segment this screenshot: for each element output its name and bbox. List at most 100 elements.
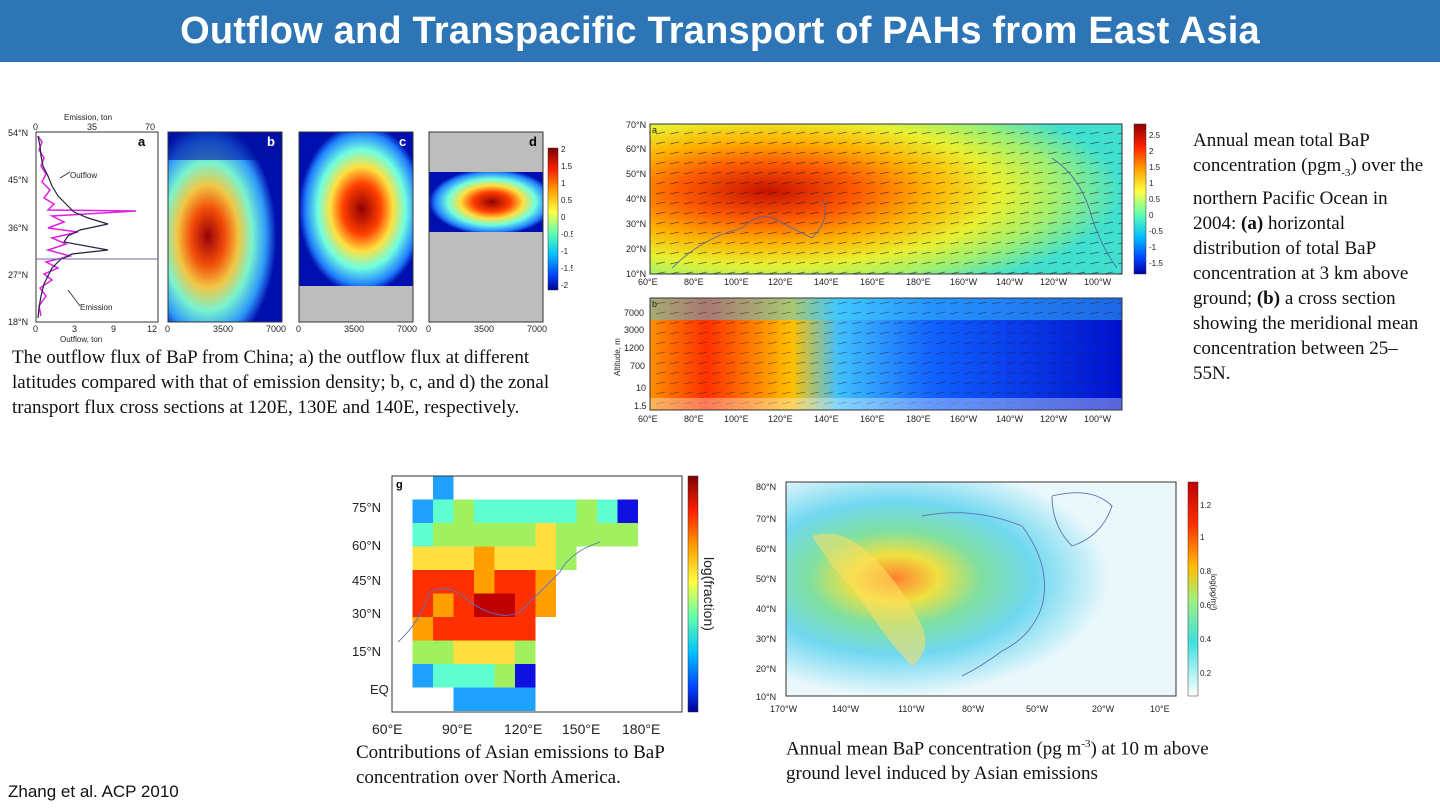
left-colorbar <box>547 147 559 291</box>
grid-cell <box>433 523 454 547</box>
clon-0: 60°E <box>638 414 658 424</box>
ncb-t0: 1.2 <box>1200 501 1212 510</box>
rlon-7: 160°W <box>950 277 978 287</box>
rlon-1: 80°E <box>684 277 704 287</box>
alt-7000: 7000 <box>624 308 644 318</box>
cross-wind-vectors <box>650 298 1122 410</box>
caption-right-a: (a) <box>1241 212 1264 234</box>
glon-150: 150°E <box>562 721 600 737</box>
grid-cell <box>535 546 556 570</box>
cross-panel-label: b <box>652 299 657 309</box>
nlat-80: 80°N <box>756 482 776 492</box>
grid-cell <box>556 499 577 523</box>
cross-lon-ticks: 60°E 80°E 100°E 120°E 140°E 160°E 180°E … <box>638 414 1112 424</box>
rlat-20: 20°N <box>626 244 646 254</box>
grid-cell <box>453 523 474 547</box>
grid-cell <box>494 617 515 641</box>
wind-vectors <box>650 124 1122 274</box>
caption-right: Annual mean total BaP concentration (pgm… <box>1193 128 1425 386</box>
rlon-2: 100°E <box>724 277 749 287</box>
alt-10: 10 <box>636 383 646 393</box>
emission-pointer <box>67 289 81 307</box>
lcb-t7: -1.5 <box>561 264 573 273</box>
grid-colorbar-label: log(fraction) <box>701 557 717 631</box>
panel-b-shade <box>168 132 282 160</box>
grid-cell <box>474 640 495 664</box>
grid-panel-label: g <box>396 479 403 491</box>
ncb-t5: 0.2 <box>1200 669 1212 678</box>
panel-a-frame <box>35 131 159 323</box>
rlat-70: 70°N <box>626 120 646 130</box>
nlat-60: 60°N <box>756 544 776 554</box>
nlon-50w: 50°W <box>1026 704 1049 714</box>
clon-1: 80°E <box>684 414 704 424</box>
grid-cell <box>453 687 474 711</box>
emission-label: Emission <box>80 303 112 312</box>
grid-cell <box>433 664 454 688</box>
grid-cell <box>453 664 474 688</box>
grid-cell <box>433 476 454 500</box>
right-colorbar <box>1133 123 1147 275</box>
caption-left: The outflow flux of BaP from China; a) t… <box>12 347 550 418</box>
grid-cell <box>494 593 515 617</box>
rlat-10: 10°N <box>626 269 646 279</box>
alt-3000: 3000 <box>624 325 644 335</box>
rcb-t5: 0 <box>1149 211 1154 220</box>
lat-54: 54°N <box>8 128 28 138</box>
na-hotspot <box>812 533 926 666</box>
caption-right-unit: -3 <box>1341 166 1351 179</box>
rlon-3: 120°E <box>768 277 793 287</box>
rlon-9: 120°W <box>1040 277 1068 287</box>
panel-c-land <box>299 286 413 322</box>
rcb-t3: 1 <box>1149 179 1154 188</box>
clon-2: 100°E <box>724 414 749 424</box>
map-frame <box>649 123 1123 275</box>
grid-cell <box>453 570 474 594</box>
nlat-30: 30°N <box>756 634 776 644</box>
lat-45: 45°N <box>8 175 28 185</box>
na-colorbar-ticks: 1.2 1 0.8 0.6 0.4 0.2 <box>1200 501 1212 678</box>
grid-cell <box>515 617 536 641</box>
grid-cell <box>474 687 495 711</box>
grid-cell <box>494 640 515 664</box>
nlon-20w: 20°W <box>1092 704 1115 714</box>
grid-cell <box>433 640 454 664</box>
outflow-pointer <box>59 171 71 179</box>
alt-700: 700 <box>630 361 645 371</box>
grid-cell <box>515 664 536 688</box>
caption-right-b-text: a cross section showing the meridional m… <box>1193 287 1419 384</box>
panel-c-label: c <box>399 134 406 149</box>
grid-cell <box>617 523 638 547</box>
clon-8: 140°W <box>996 414 1024 424</box>
alt-1200: 1200 <box>624 343 644 353</box>
caption-right-line2: ) over the northern Pacific Ocean in 200… <box>1193 155 1424 234</box>
grid-cell <box>412 499 433 523</box>
grid-cell <box>535 593 556 617</box>
rcb-t2: 1.5 <box>1149 163 1161 172</box>
right-colorbar-ticks: 2.5 2 1.5 1 0.5 0 -0.5 -1 -1.5 <box>1149 131 1163 268</box>
rlat-60: 60°N <box>626 144 646 154</box>
grid-cell <box>433 593 454 617</box>
grid-cell <box>453 546 474 570</box>
nlat-70: 70°N <box>756 514 776 524</box>
north-america-figure: 80°N 70°N 60°N 50°N 40°N 30°N 20°N 10°N … <box>756 481 1218 714</box>
rlon-10: 100°W <box>1084 277 1112 287</box>
grid-cell <box>433 499 454 523</box>
lcb-t3: 0.5 <box>561 196 573 205</box>
c-tick-0: 0 <box>296 324 301 334</box>
panel-d-frame <box>428 131 544 323</box>
d-tick-7000: 7000 <box>527 324 547 334</box>
ncb-t1: 1 <box>1200 533 1205 542</box>
caption-bottom-right-post: ) at 10 m above ground level induced by … <box>786 738 1209 785</box>
grid-cell <box>515 593 536 617</box>
clon-6: 180°E <box>906 414 931 424</box>
glon-90: 90°E <box>442 721 473 737</box>
bottom-tick-9: 9 <box>111 324 116 334</box>
alt-1.5: 1.5 <box>634 401 647 411</box>
grid-cell <box>453 499 474 523</box>
lcb-t8: -2 <box>561 281 569 290</box>
rcb-t8: -1.5 <box>1149 259 1163 268</box>
panel-b-plume <box>168 132 282 322</box>
c-tick-7000: 7000 <box>397 324 417 334</box>
grid-lon-ticks: 60°E 90°E 120°E 150°E 180°E <box>372 721 660 737</box>
